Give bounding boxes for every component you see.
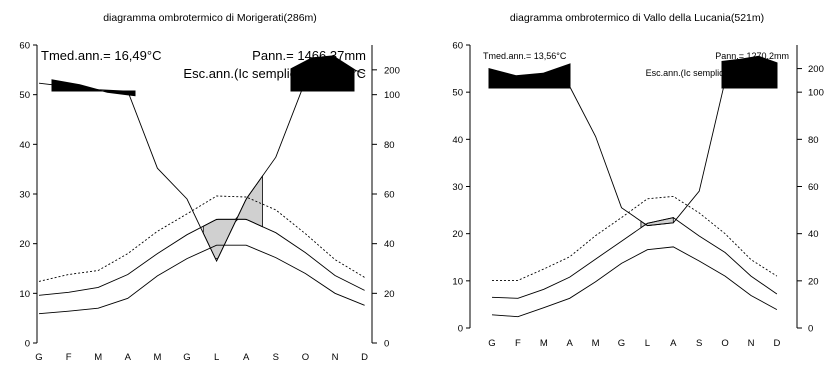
month-label: L (645, 338, 650, 349)
right-tick-label: 100 (808, 88, 824, 99)
left-tick-label: 60 (452, 41, 463, 52)
month-label: G (618, 338, 625, 349)
left-tick-label: 40 (19, 140, 30, 151)
month-label: N (748, 338, 755, 349)
month-label: G (35, 352, 42, 363)
left-tick-label: 20 (19, 239, 30, 250)
right-tick-label: 20 (808, 276, 819, 287)
left-tick-label: 60 (19, 41, 30, 52)
temperature-max-line (492, 195, 778, 281)
month-label: G (183, 352, 190, 363)
right-tick-label: 60 (808, 182, 819, 193)
left-tick-label: 30 (452, 182, 463, 193)
left-tick-label: 50 (19, 90, 30, 101)
right-tick-label: 200 (384, 65, 400, 76)
annotation-tmed: Tmed.ann.= 16,49°C (41, 48, 161, 63)
month-label: N (332, 352, 339, 363)
precipitation-line (38, 61, 365, 263)
month-label: M (153, 352, 161, 363)
left-tick-label: 30 (19, 190, 30, 201)
month-label: F (66, 352, 72, 363)
chart-2: diagramma ombrotermico di Vallo della Lu… (452, 12, 823, 349)
precipitation-excess-block (721, 55, 778, 89)
left-tick-label: 10 (452, 276, 463, 287)
left-tick-label: 0 (25, 339, 30, 350)
right-tick-label: 20 (384, 289, 395, 300)
month-label: D (773, 338, 780, 349)
right-tick-label: 200 (808, 64, 824, 75)
right-tick-label: 0 (384, 339, 389, 350)
temperature-max-line (38, 195, 365, 282)
precipitation-excess-block (290, 55, 355, 92)
annotation-pann: Pann.= 1466.37mm (252, 48, 366, 63)
temperature-mid-line (38, 218, 365, 296)
right-tick-label: 80 (808, 135, 819, 146)
annotation-esc: Esc.ann.(Ic semplice)= 15,37°C (183, 66, 366, 81)
temperature-min-line (38, 244, 365, 315)
right-tick-label: 100 (384, 90, 400, 101)
month-label: S (273, 352, 279, 363)
month-label: O (302, 352, 309, 363)
temperature-mid-line (491, 217, 778, 299)
annotation-esc: Esc.ann.(Ic semplice)= 16,3°C (646, 68, 768, 78)
month-label: A (567, 338, 574, 349)
annotation-tmed: Tmed.ann.= 13,56°C (483, 51, 567, 61)
chart-title: diagramma ombrotermico di Morigerati(286… (103, 12, 317, 24)
right-tick-label: 40 (808, 229, 819, 240)
month-label: F (515, 338, 521, 349)
left-tick-label: 20 (452, 229, 463, 240)
left-tick-label: 10 (19, 289, 30, 300)
temperature-min-line (491, 246, 778, 318)
annotation-pann: Pann.= 1270,2mm (715, 51, 789, 61)
left-tick-label: 0 (458, 324, 463, 335)
dry-period-area (640, 217, 674, 229)
precipitation-excess-block (51, 79, 136, 97)
month-label: M (540, 338, 548, 349)
month-label: M (94, 352, 102, 363)
right-tick-label: 80 (384, 140, 395, 151)
month-label: M (592, 338, 600, 349)
precipitation-excess-block (488, 63, 571, 89)
month-label: A (670, 338, 677, 349)
month-label: D (361, 352, 368, 363)
month-label: L (214, 352, 219, 363)
month-label: S (696, 338, 702, 349)
right-tick-label: 60 (384, 190, 395, 201)
chart-title: diagramma ombrotermico di Vallo della Lu… (510, 12, 764, 24)
month-label: A (125, 352, 132, 363)
right-tick-label: 0 (808, 324, 813, 335)
right-tick-label: 40 (384, 239, 395, 250)
month-label: A (243, 352, 250, 363)
month-label: O (721, 338, 728, 349)
left-tick-label: 50 (452, 88, 463, 99)
month-label: G (488, 338, 495, 349)
left-tick-label: 40 (452, 135, 463, 146)
chart-1: diagramma ombrotermico di Morigerati(286… (19, 12, 399, 363)
